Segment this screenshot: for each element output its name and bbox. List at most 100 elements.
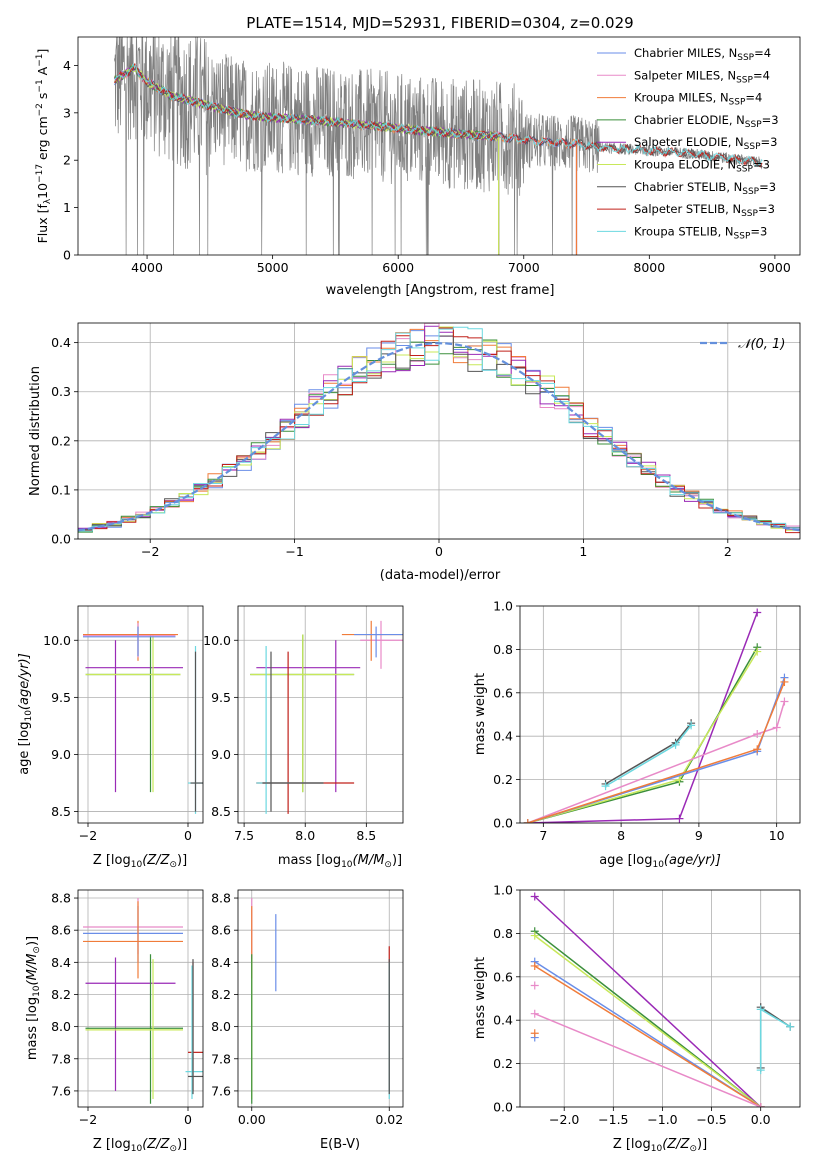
age-vs-mass-panel: 7.5 8.0 8.5 8.5 9.0 9.5 10.0 mass [log10(M/M⊙)]: [203, 605, 404, 870]
y-tick-label: 0.3: [51, 384, 71, 399]
data-point: [687, 721, 696, 730]
y-tick-label: 9.0: [51, 747, 71, 762]
mass-vs-z-panel-xlabel: Z [log10(Z/Z⊙)]: [93, 1137, 187, 1154]
y-tick-label: 1.0: [493, 599, 513, 614]
y-tick-label: 7.6: [211, 1083, 231, 1098]
weight-vs-age-panel-plot-area: [523, 608, 789, 823]
weight-vs-z-panel-plot-area: [530, 892, 795, 1107]
y-tick-label: 1: [63, 200, 71, 215]
residual-ylabel: Normed distribution: [28, 366, 43, 496]
x-tick-label: 10: [769, 828, 785, 843]
x-tick-label: −1.0: [647, 1112, 677, 1127]
y-tick-label: 10.0: [43, 633, 71, 648]
y-tick-label: 8.4: [51, 955, 71, 970]
series-line: [534, 965, 762, 1107]
weight-vs-age-panel-xlabel: age [log10(age/yr)]: [599, 853, 721, 870]
observed-spectrum: [114, 37, 763, 255]
data-point: [753, 608, 762, 617]
mass-vs-z-panel: −2 0 7.6 7.8 8.0 8.2 8.4 8.6 8.8 Z [log10(Z/Z⊙)] m…: [25, 889, 204, 1154]
x-tick-label: 0.0: [751, 1112, 771, 1127]
x-tick-label: −2: [79, 828, 97, 843]
y-tick-label: 0.6: [493, 685, 513, 700]
axes-frame: [237, 605, 404, 824]
y-tick-label: 8.5: [211, 804, 231, 819]
residual-panel-plot-area: [78, 323, 800, 534]
x-tick-label: 5000: [257, 260, 289, 275]
axes-frame: [519, 889, 801, 1108]
x-tick-label: 0: [435, 544, 443, 559]
x-tick-label: 7: [539, 828, 547, 843]
y-tick-label: 0.0: [493, 816, 513, 831]
axes-frame: [77, 605, 204, 824]
y-tick-label: 0.8: [493, 642, 513, 657]
axes-frame: [237, 889, 404, 1108]
x-tick-label: 8.5: [356, 828, 376, 843]
series-line: [527, 701, 786, 823]
y-tick-label: 8.0: [51, 1019, 71, 1034]
data-point: [675, 775, 684, 784]
legend-label: Salpeter MILES, NSSP=4: [634, 68, 770, 85]
y-tick-label: 8.2: [51, 987, 71, 1002]
y-tick-label: 9.5: [51, 690, 71, 705]
data-point: [753, 745, 762, 754]
x-tick-label: 0.02: [375, 1112, 403, 1127]
data-point: [753, 730, 762, 739]
weight-vs-age-panel: 7 8 9 10 0.0 0.2 0.4 0.6 0.8 1.0 age [log10(age/yr…: [473, 599, 801, 870]
y-tick-label: 8.8: [51, 891, 71, 906]
figure-title: PLATE=1514, MJD=52931, FIBERID=0304, z=0…: [246, 14, 633, 32]
x-tick-label: 6000: [382, 260, 414, 275]
x-tick-label: 9000: [759, 260, 791, 275]
y-tick-label: 0.2: [493, 772, 513, 787]
x-tick-label: 8000: [633, 260, 665, 275]
y-tick-label: 0.4: [51, 335, 71, 350]
y-tick-label: 8.6: [211, 923, 231, 938]
mass-vs-ebv-panel-plot-area: [251, 898, 390, 1104]
x-tick-label: 9: [695, 828, 703, 843]
y-tick-label: 4: [63, 58, 71, 73]
y-tick-label: 8.5: [51, 804, 71, 819]
age-vs-z-panel-xlabel: Z [log10(Z/Z⊙)]: [93, 853, 187, 870]
spectrum-xlabel: wavelength [Angstrom, rest frame]: [326, 283, 555, 298]
age-vs-z-panel-plot-area: [83, 620, 203, 814]
x-tick-label: 0.00: [238, 1112, 266, 1127]
weight-vs-z-panel-xlabel: Z [log10(Z/Z⊙)]: [613, 1137, 707, 1154]
weight-vs-z-panel-ylabel: mass weight: [473, 957, 488, 1039]
x-tick-label: −2.0: [549, 1112, 579, 1127]
age-vs-mass-panel-plot-area: [250, 620, 403, 814]
data-point: [530, 931, 539, 940]
residual-xlabel: (data-model)/error: [380, 568, 501, 583]
residual-panel: −2 −1 0 1 2 0.0 0.1 0.2 0.3 0.4 (data-model)/error…: [28, 322, 801, 583]
legend-label: Chabrier STELIB, NSSP=3: [634, 180, 776, 197]
spectrum-legend: Chabrier MILES, NSSP=4 Salpeter MILES, NS…: [597, 46, 779, 241]
data-point: [530, 1009, 539, 1018]
data-point: [756, 1066, 765, 1075]
legend-label: Salpeter ELODIE, NSSP=3: [634, 135, 777, 152]
data-point: [780, 677, 789, 686]
weight-vs-age-panel-ylabel: mass weight: [473, 673, 488, 755]
data-point: [601, 782, 610, 791]
data-point: [530, 961, 539, 970]
mass-vs-ebv-panel: 0.00 0.02 7.6 7.8 8.0 8.2 8.4 8.6 8.8 E(B-V): [211, 889, 404, 1152]
x-tick-label: 2: [724, 544, 732, 559]
y-tick-label: 1.0: [493, 883, 513, 898]
data-point: [675, 814, 684, 823]
model-spectrum-kroupa-elodie: [114, 67, 499, 142]
y-tick-label: 0.1: [51, 482, 71, 497]
legend-label: Chabrier ELODIE, NSSP=3: [634, 113, 779, 130]
y-tick-label: 0.0: [493, 1100, 513, 1115]
x-tick-label: 4000: [131, 260, 163, 275]
data-point: [780, 697, 789, 706]
series-line: [534, 935, 762, 1107]
x-tick-label: 0: [184, 1112, 192, 1127]
data-point: [786, 1022, 795, 1031]
spectrum-panel: 4000 5000 6000 7000 8000 9000 0 1 2 3 4 wavelength …: [35, 36, 801, 298]
series-line: [534, 895, 762, 1107]
data-point: [753, 647, 762, 656]
y-tick-label: 0.4: [493, 729, 513, 744]
y-tick-label: 8.4: [211, 955, 231, 970]
spectrum-ylabel: Flux [fλ10−17 erg cm−2 s−1 A−1]: [35, 49, 53, 244]
y-tick-label: 9.0: [211, 747, 231, 762]
y-tick-label: 7.8: [211, 1051, 231, 1066]
data-point: [523, 819, 532, 823]
